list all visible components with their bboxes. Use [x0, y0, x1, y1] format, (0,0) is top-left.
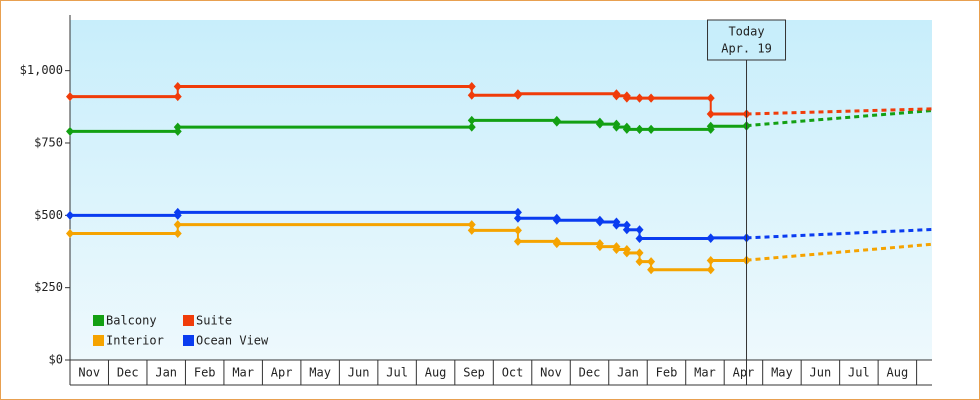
- point-marker: [612, 91, 621, 101]
- point-marker: [513, 236, 522, 246]
- point-marker: [513, 213, 522, 223]
- today-label: Apr. 19: [721, 42, 772, 56]
- legend-label: Balcony: [106, 314, 157, 328]
- x-tick-label: Jul: [386, 366, 408, 380]
- legend-swatch: [93, 315, 104, 326]
- point-marker: [66, 229, 74, 239]
- point-marker: [467, 225, 476, 235]
- x-tick-label: Jan: [617, 366, 639, 380]
- y-tick-label: $250: [34, 280, 63, 294]
- point-marker: [622, 225, 631, 235]
- point-marker: [612, 220, 621, 230]
- x-tick-label: Dec: [117, 366, 139, 380]
- point-marker: [595, 119, 604, 129]
- point-marker: [595, 242, 604, 252]
- point-marker: [706, 233, 715, 243]
- point-marker: [622, 93, 631, 103]
- legend-label: Suite: [196, 314, 232, 328]
- point-marker: [467, 122, 476, 132]
- x-tick-label: Jun: [348, 366, 370, 380]
- y-tick-label: $500: [34, 208, 63, 222]
- x-tick-label: Feb: [194, 366, 216, 380]
- x-tick-label: Jan: [155, 366, 177, 380]
- forecast-line: [746, 107, 933, 116]
- point-marker: [467, 115, 476, 125]
- y-tick-label: $750: [34, 135, 63, 149]
- point-marker: [552, 215, 561, 225]
- point-marker: [66, 210, 74, 220]
- x-tick-label: Nov: [78, 366, 100, 380]
- point-marker: [173, 82, 182, 92]
- legend-swatch: [93, 335, 104, 346]
- x-tick-label: Jul: [848, 366, 870, 380]
- point-marker: [513, 225, 522, 235]
- x-tick-label: Apr: [733, 366, 755, 380]
- forecast-line: [746, 109, 933, 128]
- x-tick-label: Aug: [425, 366, 447, 380]
- x-tick-label: Dec: [579, 366, 601, 380]
- point-marker: [173, 229, 182, 239]
- point-marker: [635, 124, 644, 134]
- point-marker: [635, 257, 644, 267]
- point-marker: [635, 233, 644, 243]
- point-marker: [612, 244, 621, 254]
- point-marker: [706, 265, 715, 275]
- legend-label: Interior: [106, 334, 164, 348]
- point-marker: [647, 265, 656, 275]
- point-marker: [612, 122, 621, 132]
- x-tick-label: Oct: [502, 366, 524, 380]
- point-marker: [647, 124, 656, 134]
- legend-label: Ocean View: [196, 334, 269, 348]
- forecast-line: [746, 227, 933, 240]
- point-marker: [706, 93, 715, 103]
- today-box: [707, 19, 787, 61]
- x-tick-label: Mar: [232, 366, 254, 380]
- point-marker: [552, 117, 561, 127]
- x-tick-label: May: [771, 366, 793, 380]
- point-marker: [706, 121, 715, 131]
- point-marker: [647, 257, 656, 267]
- point-marker: [173, 122, 182, 132]
- x-tick-label: Aug: [887, 366, 909, 380]
- point-marker: [173, 92, 182, 102]
- y-tick-label: $0: [49, 353, 63, 367]
- x-tick-label: Nov: [540, 366, 562, 380]
- point-marker: [66, 92, 74, 102]
- point-marker: [513, 207, 522, 217]
- x-tick-label: Mar: [694, 366, 716, 380]
- point-marker: [622, 220, 631, 230]
- point-marker: [552, 239, 561, 249]
- legend-swatch: [183, 315, 194, 326]
- x-tick-label: Feb: [656, 366, 678, 380]
- point-marker: [513, 89, 522, 99]
- today-label: Today: [728, 25, 764, 39]
- x-tick-label: Apr: [271, 366, 293, 380]
- point-marker: [706, 109, 715, 119]
- point-marker: [467, 90, 476, 100]
- point-marker: [622, 248, 631, 258]
- x-tick-label: Jun: [810, 366, 832, 380]
- point-marker: [173, 207, 182, 217]
- point-marker: [467, 82, 476, 92]
- point-marker: [706, 255, 715, 265]
- point-marker: [595, 217, 604, 227]
- y-tick-label: $1,000: [20, 63, 63, 77]
- legend-swatch: [183, 335, 194, 346]
- x-tick-label: May: [309, 366, 331, 380]
- point-marker: [635, 248, 644, 258]
- plot-area: [70, 20, 932, 360]
- point-marker: [467, 220, 476, 230]
- point-marker: [622, 124, 631, 134]
- forecast-line: [746, 242, 933, 262]
- point-marker: [635, 225, 644, 235]
- point-marker: [647, 93, 656, 103]
- x-tick-label: Sep: [463, 366, 485, 380]
- point-marker: [66, 126, 74, 136]
- point-marker: [173, 220, 182, 230]
- point-marker: [635, 93, 644, 103]
